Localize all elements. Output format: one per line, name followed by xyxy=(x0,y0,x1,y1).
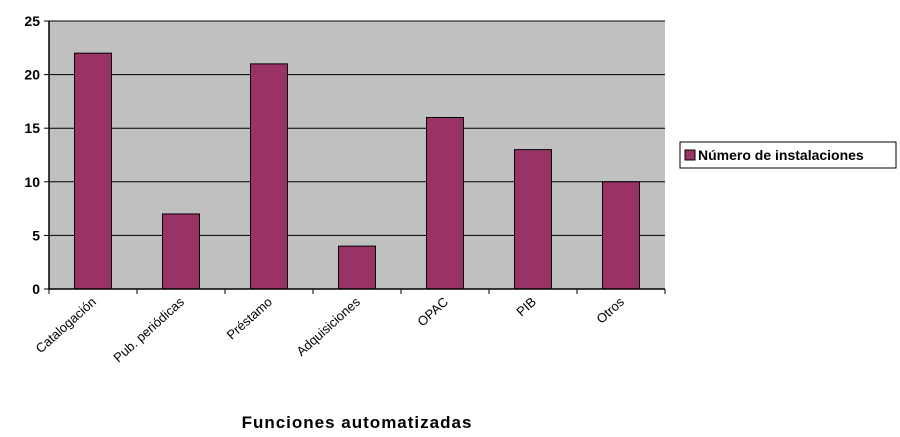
bar xyxy=(426,116,464,290)
legend: Número de instalaciones xyxy=(679,141,897,169)
bar xyxy=(74,52,112,290)
x-category-label: Adquisiciones xyxy=(293,294,363,359)
bar xyxy=(514,149,552,290)
y-tick-label: 25 xyxy=(24,13,40,29)
x-category-label: Catalogación xyxy=(33,294,99,356)
plot-background xyxy=(49,21,665,289)
x-category-labels: Catalogación Pub. periódicas Préstamo Adqui… xyxy=(33,294,628,365)
legend-label: Número de instalaciones xyxy=(698,147,864,163)
bar xyxy=(250,63,288,290)
bars xyxy=(74,52,640,290)
legend-box xyxy=(679,141,897,169)
bar xyxy=(162,213,200,290)
y-tick-label: 10 xyxy=(24,174,40,190)
x-category-label: Pub. periódicas xyxy=(110,294,187,365)
axes xyxy=(48,21,666,294)
x-axis-title: Funciones automatizadas xyxy=(242,413,473,432)
x-category-label: OPAC xyxy=(414,294,451,329)
y-tick-label: 20 xyxy=(24,67,40,83)
x-category-label: Préstamo xyxy=(224,294,275,342)
plot-area xyxy=(44,20,666,294)
y-tick-label: 15 xyxy=(24,120,40,136)
x-category-label: PIB xyxy=(513,294,539,319)
gridlines xyxy=(44,20,665,290)
x-category-label: Otros xyxy=(593,294,627,327)
bar xyxy=(338,245,376,290)
y-tick-label: 0 xyxy=(32,281,40,297)
y-tick-labels: 0 5 10 15 20 25 xyxy=(24,13,40,297)
y-tick-label: 5 xyxy=(32,227,40,243)
legend-swatch xyxy=(684,149,696,161)
bar xyxy=(602,181,640,290)
